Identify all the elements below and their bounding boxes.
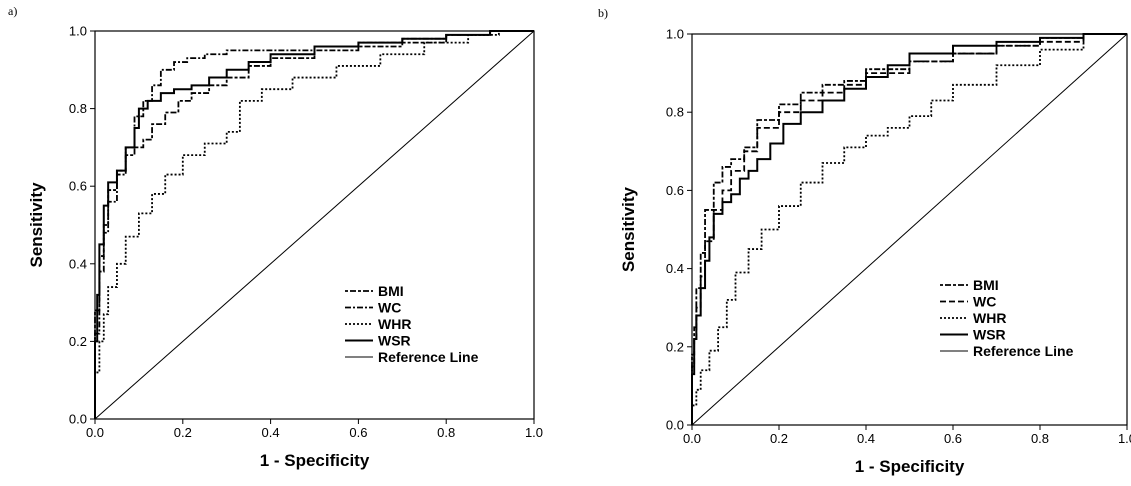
y-axis-title: Sensitivity [619, 186, 638, 272]
x-tick-label: 0.6 [944, 431, 962, 446]
x-tick-label: 0.2 [174, 425, 192, 440]
legend-label: WSR [378, 333, 411, 349]
y-tick-label: 0.4 [69, 256, 87, 271]
series-line-whr [94, 30, 534, 419]
plot-frame [691, 33, 1128, 426]
x-tick-label: 0.0 [86, 425, 104, 440]
x-tick-label: 1.0 [1118, 431, 1131, 446]
legend-label: WC [378, 300, 401, 316]
y-tick-label: 1.0 [69, 24, 87, 39]
panel-label: a) [8, 4, 17, 18]
series-line-whr [691, 33, 1127, 425]
x-axis-title: 1 - Specificity [855, 457, 965, 476]
x-axis-title: 1 - Specificity [260, 451, 370, 470]
panel-label: b) [598, 6, 608, 20]
x-tick-label: 0.0 [683, 431, 701, 446]
series-line-wsr [691, 33, 1127, 425]
series-line-wc [691, 33, 1127, 425]
series-line-reference-line [691, 33, 1128, 426]
x-tick-label: 0.6 [349, 425, 367, 440]
y-tick-label: 0.4 [666, 261, 684, 276]
legend-label: WHR [378, 316, 411, 332]
y-tick-label: 0.2 [666, 339, 684, 354]
legend-label: WHR [973, 310, 1006, 326]
y-tick-label: 0.6 [69, 179, 87, 194]
x-tick-label: 0.8 [437, 425, 455, 440]
x-tick-label: 0.8 [1031, 431, 1049, 446]
legend-label: Reference Line [973, 343, 1074, 359]
y-axis-title: Sensitivity [27, 182, 46, 268]
x-tick-label: 0.4 [857, 431, 875, 446]
legend-label: BMI [378, 283, 404, 299]
legend-label: WSR [973, 327, 1006, 343]
series-line-reference-line [94, 30, 535, 420]
y-tick-label: 0.2 [69, 334, 87, 349]
legend-label: WC [973, 294, 996, 310]
y-tick-label: 0.6 [666, 183, 684, 198]
series-line-wsr [94, 30, 534, 419]
y-tick-label: 0.0 [69, 412, 87, 427]
y-tick-label: 0.0 [666, 418, 684, 433]
plot-frame [94, 30, 535, 420]
series-line-wc [94, 30, 534, 419]
legend-label: BMI [973, 277, 999, 293]
chart-panel-a: a) 0.0 0.2 0.4 0.6 0.8 1.0 0.0 0.2 0.4 0.6 0.8 1.0 1 … [8, 4, 543, 470]
x-tick-label: 1.0 [525, 425, 543, 440]
x-tick-label: 0.4 [262, 425, 280, 440]
legend-label: Reference Line [378, 349, 479, 365]
y-tick-label: 0.8 [666, 105, 684, 120]
chart-panel-b: b) 0.0 0.2 0.4 0.6 0.8 1.0 0.0 0.2 0.4 0.6 0.8 1.0 1 … [598, 6, 1131, 476]
x-tick-label: 0.2 [770, 431, 788, 446]
y-tick-label: 1.0 [666, 27, 684, 42]
y-tick-label: 0.8 [69, 101, 87, 116]
